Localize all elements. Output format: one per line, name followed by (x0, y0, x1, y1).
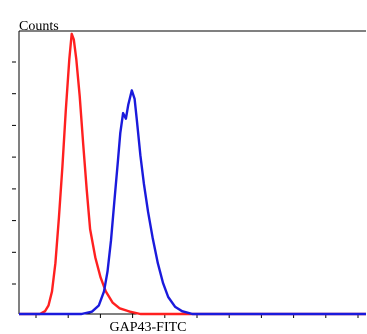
series-layer (19, 32, 366, 316)
series-line-2 (19, 89, 366, 316)
y-axis-label: Counts (19, 19, 59, 34)
series-line-1 (19, 32, 366, 316)
y-tick-group (12, 61, 16, 285)
x-axis-label: GAP43-FITC (109, 320, 186, 334)
